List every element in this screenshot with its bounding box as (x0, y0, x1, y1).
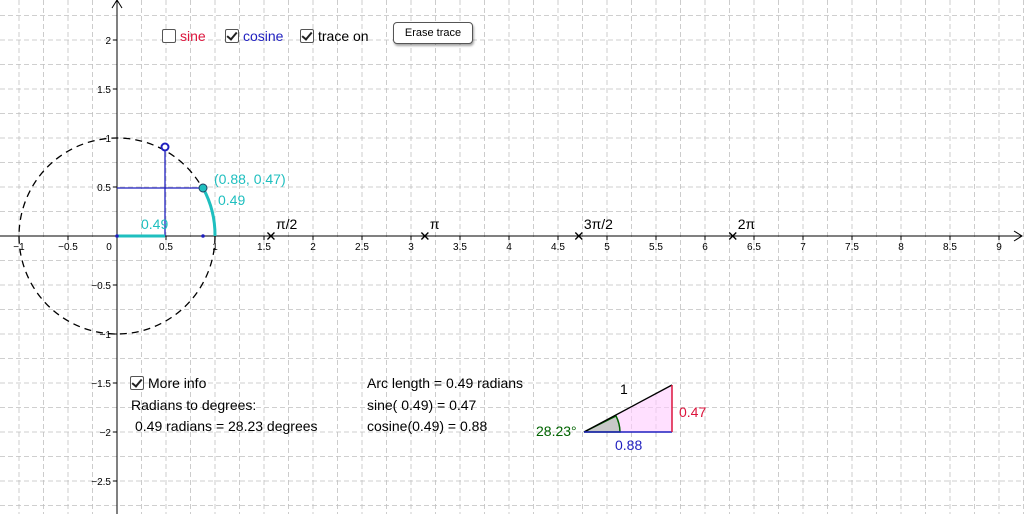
y-tick-label: −0.5 (91, 281, 111, 292)
pi-mark-cross (420, 232, 429, 240)
pi-mark-label: π (430, 216, 440, 232)
x-tick-label: 6.5 (747, 242, 761, 253)
x-tick-label: 8 (898, 242, 904, 253)
radians-to-degrees-heading: Radians to degrees: (131, 397, 257, 413)
x-tick-label: 6 (702, 242, 708, 253)
adjacent-label: 0.88 (615, 437, 642, 453)
x-tick-label: 4 (506, 242, 512, 253)
more-info-toggle[interactable]: More info (130, 375, 206, 391)
x-tick-label: 5.5 (649, 242, 663, 253)
trace-label: trace on (318, 28, 369, 44)
axis-point-zero (115, 234, 119, 238)
pi-mark-cross (574, 232, 583, 240)
x-tick-label: 3.5 (453, 242, 467, 253)
sine-toggle[interactable]: sine (162, 28, 206, 44)
pi-mark-cross (266, 232, 275, 240)
unit-circle-group: 0.49 (0.88, 0.47) 0.49 (18, 137, 286, 335)
trace-toggle[interactable]: trace on (300, 28, 369, 44)
x-tick-label: 0 (106, 242, 112, 253)
angle-point[interactable] (198, 183, 208, 193)
trace-checkbox[interactable] (300, 29, 314, 43)
x-tick-label: −1 (13, 242, 25, 253)
cosine-checkbox[interactable] (225, 29, 239, 43)
arc-label: 0.49 (218, 192, 245, 208)
triangle-hypotenuse (583, 384, 673, 433)
y-tick-label: −1 (100, 330, 112, 341)
arc-length-text: Arc length = 0.49 radians (367, 375, 524, 391)
conversion-text: 0.49 radians = 28.23 degrees (135, 418, 318, 434)
x-tick-label: 2.5 (355, 242, 369, 253)
x-tick-label: 4.5 (551, 242, 565, 253)
sine-label: sine (180, 28, 206, 44)
angle-label: 28.23° (536, 423, 577, 439)
angle-arc (201, 187, 217, 237)
cosine-toggle[interactable]: cosine (225, 28, 283, 44)
point-coordinates-label: (0.88, 0.47) (214, 171, 286, 187)
hypotenuse-label: 1 (620, 381, 628, 397)
pi-marks: π/2 π 3π/2 2π (266, 216, 756, 240)
x-tick-label: 5 (604, 242, 610, 253)
x-tick-label: 7.5 (845, 242, 859, 253)
opposite-label: 0.47 (679, 404, 706, 420)
x-tick-label: 2 (310, 242, 316, 253)
x-tick-label: −0.5 (58, 242, 78, 253)
y-tick-label: −2.5 (91, 477, 111, 488)
erase-trace-button[interactable]: Erase trace (393, 22, 473, 44)
pi-mark-label: 3π/2 (584, 216, 613, 232)
y-axis-arrow (111, 0, 123, 9)
pi-mark-cross (728, 232, 737, 240)
cos-trace-point[interactable] (160, 142, 170, 152)
x-tick-label: 8.5 (943, 242, 957, 253)
pi-mark-label: 2π (738, 216, 756, 232)
y-tick-labels: 2 1.5 1 0.5 −0.5 −1 −1.5 −2 −2.5 (91, 36, 117, 488)
y-tick-label: 0.5 (97, 183, 111, 194)
x-tick-label: 3 (408, 242, 414, 253)
x-tick-label: 1.5 (257, 242, 271, 253)
y-tick-label: 1 (105, 134, 111, 145)
sine-value-text: sine( 0.49) = 0.47 (367, 397, 477, 413)
cosine-label: cosine (243, 28, 284, 44)
x-tick-label: 9 (996, 242, 1002, 253)
y-tick-label: −2 (100, 428, 112, 439)
more-info-checkbox[interactable] (130, 376, 144, 390)
y-tick-label: 2 (105, 36, 111, 47)
x-tick-label: 0.5 (159, 242, 173, 253)
x-tick-label: 7 (800, 242, 806, 253)
arc-length-label: 0.49 (141, 216, 168, 232)
sine-checkbox[interactable] (162, 29, 176, 43)
cosine-value-text: cosine(0.49) = 0.88 (367, 418, 488, 434)
y-tick-label: −1.5 (91, 379, 111, 390)
more-info-label: More info (148, 375, 207, 391)
y-tick-label: 1.5 (97, 85, 111, 96)
x-tick-labels: −1 −0.5 0 0.5 1 1.5 2 2.5 3 3.5 4 4.5 5 5.5 6 6.5 7 7.5 8 8… (13, 236, 1002, 253)
triangle-diagram: 1 0.47 0.88 28.23° (536, 381, 706, 453)
x-tick-label: 1 (212, 242, 218, 253)
x-axis-arrow (1013, 230, 1023, 242)
axis-point-cos (201, 234, 205, 238)
pi-mark-label: π/2 (276, 216, 298, 232)
